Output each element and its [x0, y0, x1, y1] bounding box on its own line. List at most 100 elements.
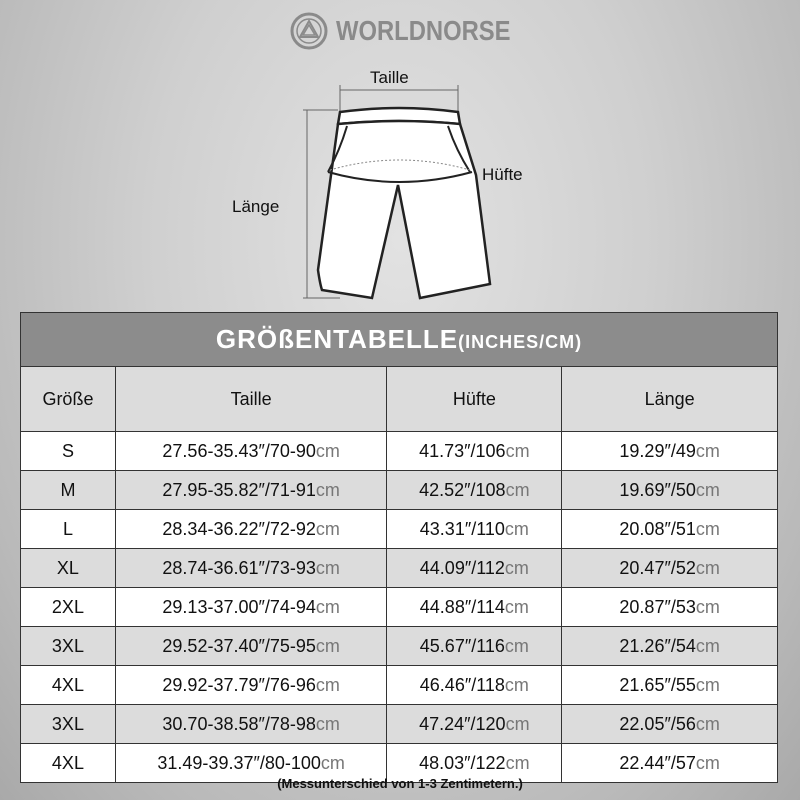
header-waist: Taille [114, 366, 388, 432]
table-row: M 27.95-35.82″/71-91cm 42.52″/108cm 19.69″/… [20, 470, 778, 510]
waist-cell: 31.49-39.37″/80-100cm [114, 743, 388, 783]
hip-cell-value: 44.09″/112 [419, 557, 505, 578]
unit-label: cm [695, 440, 720, 461]
length-cell-value: 22.05″/56 [619, 713, 696, 734]
unit-label: cm [315, 479, 340, 500]
waist-cell-value: 31.49-39.37″/80-100 [157, 752, 321, 773]
table-row: 4XL 29.92-37.79″/76-96cm 46.46″/118cm 21.65… [20, 665, 778, 705]
unit-label: cm [505, 440, 530, 461]
unit-label: cm [504, 635, 529, 656]
unit-label: cm [695, 674, 720, 695]
waist-label: Taille [370, 68, 409, 87]
unit-label: cm [505, 479, 530, 500]
length-cell-value: 21.26″/54 [619, 635, 696, 656]
length-label: Länge [232, 197, 280, 216]
size-cell-value: 4XL [51, 752, 84, 773]
size-cell: XL [20, 548, 116, 588]
hip-cell-value: 48.03″/122 [419, 752, 506, 773]
size-cell-value: 2XL [51, 596, 84, 617]
length-cell-value: 20.08″/51 [619, 518, 696, 539]
unit-label: cm [315, 674, 340, 695]
size-cell: M [20, 470, 116, 510]
unit-label: cm [695, 752, 720, 773]
brand-name: WORLDNORSE [336, 15, 511, 46]
hip-cell-value: 47.24″/120 [419, 713, 506, 734]
hip-cell-value: 41.73″/106 [419, 440, 506, 461]
waist-cell-value: 29.92-37.79″/76-96 [162, 674, 316, 695]
size-cell: 4XL [20, 743, 116, 783]
table-row: 3XL 30.70-38.58″/78-98cm 47.24″/120cm 22.05… [20, 704, 778, 744]
length-cell: 21.65″/55cm [561, 665, 778, 705]
waist-cell: 29.52-37.40″/75-95cm [114, 626, 388, 666]
unit-label: cm [504, 596, 529, 617]
hip-cell: 48.03″/122cm [386, 743, 563, 783]
size-cell: 3XL [20, 704, 116, 744]
unit-label: cm [315, 440, 340, 461]
length-cell: 20.47″/52cm [561, 548, 778, 588]
unit-label: cm [695, 479, 720, 500]
size-cell-value: XL [56, 557, 79, 578]
length-cell-value: 19.29″/49 [619, 440, 696, 461]
hip-cell: 42.52″/108cm [386, 470, 563, 510]
size-cell-value: 3XL [51, 635, 84, 656]
waist-cell-value: 29.13-37.00″/74-94 [162, 596, 316, 617]
table-row: L 28.34-36.22″/72-92cm 43.31″/110cm 20.08″/… [20, 509, 778, 549]
unit-label: cm [505, 752, 530, 773]
header-hip: Hüfte [386, 366, 563, 432]
hip-label: Hüfte [482, 165, 523, 184]
hip-cell: 46.46″/118cm [386, 665, 563, 705]
length-cell-value: 21.65″/55 [619, 674, 696, 695]
waist-cell: 29.92-37.79″/76-96cm [114, 665, 388, 705]
header-size: Größe [20, 366, 116, 432]
waist-cell: 29.13-37.00″/74-94cm [114, 587, 388, 627]
unit-label: cm [695, 557, 720, 578]
hip-cell: 47.24″/120cm [386, 704, 563, 744]
hip-cell: 44.09″/112cm [386, 548, 563, 588]
waist-cell: 30.70-38.58″/78-98cm [114, 704, 388, 744]
table-row: 2XL 29.13-37.00″/74-94cm 44.88″/114cm 20.87… [20, 587, 778, 627]
unit-label: cm [504, 557, 529, 578]
waist-cell: 28.34-36.22″/72-92cm [114, 509, 388, 549]
waist-cell-value: 30.70-38.58″/78-98 [162, 713, 316, 734]
unit-label: cm [315, 713, 340, 734]
length-cell-value: 20.87″/53 [619, 596, 696, 617]
size-cell: S [20, 431, 116, 471]
waist-cell-value: 28.34-36.22″/72-92 [162, 518, 316, 539]
size-cell: 4XL [20, 665, 116, 705]
length-cell-value: 20.47″/52 [619, 557, 696, 578]
unit-label: cm [695, 518, 720, 539]
waist-cell: 27.95-35.82″/71-91cm [114, 470, 388, 510]
size-cell: 3XL [20, 626, 116, 666]
waist-cell-value: 27.95-35.82″/71-91 [162, 479, 316, 500]
table-row: XL 28.74-36.61″/73-93cm 44.09″/112cm 20.47″… [20, 548, 778, 588]
table-title-main: GRÖßENTABELLE [215, 324, 459, 354]
measurement-note: (Messunterschied von 1-3 Zentimetern.) [277, 776, 523, 791]
hip-cell: 45.67″/116cm [386, 626, 563, 666]
unit-label: cm [695, 635, 720, 656]
unit-label: cm [315, 596, 340, 617]
size-table: GRÖßENTABELLE(INCHES/CM) Größe Taille Hü… [20, 312, 778, 783]
brand-logo: WORLDNORSE [290, 12, 541, 50]
table-row: S 27.56-35.43″/70-90cm 41.73″/106cm 19.29″/… [20, 431, 778, 471]
size-cell: L [20, 509, 116, 549]
hip-cell-value: 42.52″/108 [419, 479, 506, 500]
table-header-row: Größe Taille Hüfte Länge [20, 366, 778, 432]
waist-cell: 28.74-36.61″/73-93cm [114, 548, 388, 588]
unit-label: cm [505, 713, 530, 734]
hip-cell-value: 45.67″/116 [419, 635, 505, 656]
length-cell: 20.87″/53cm [561, 587, 778, 627]
table-title: GRÖßENTABELLE(INCHES/CM) [20, 312, 778, 367]
hip-cell: 41.73″/106cm [386, 431, 563, 471]
hip-cell-value: 44.88″/114 [419, 596, 505, 617]
unit-label: cm [695, 596, 720, 617]
length-cell: 22.44″/57cm [561, 743, 778, 783]
size-cell-value: M [60, 479, 76, 500]
table-row: 4XL 31.49-39.37″/80-100cm 48.03″/122cm 22.4… [20, 743, 778, 783]
length-cell: 22.05″/56cm [561, 704, 778, 744]
hip-cell: 44.88″/114cm [386, 587, 563, 627]
unit-label: cm [695, 713, 720, 734]
unit-label: cm [504, 674, 529, 695]
length-cell: 20.08″/51cm [561, 509, 778, 549]
waist-cell-value: 28.74-36.61″/73-93 [162, 557, 316, 578]
unit-label: cm [320, 752, 345, 773]
